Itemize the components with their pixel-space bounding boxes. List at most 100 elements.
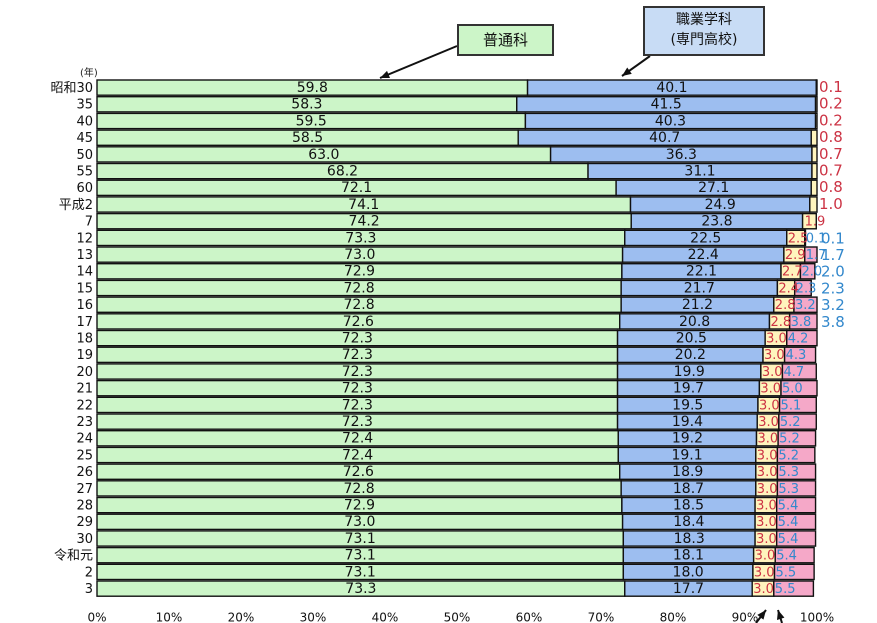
data-label-comprehensive: 4.3 [786, 348, 807, 363]
data-label-general: 72.3 [342, 347, 373, 363]
data-label-comprehensive: 2.3 [796, 281, 817, 296]
data-label-other: 0.8 [819, 128, 843, 146]
category-label: 14 [76, 265, 93, 280]
data-label-vocational: 18.3 [674, 531, 705, 547]
category-label: 23 [76, 415, 93, 430]
data-label-other: 3.0 [764, 348, 785, 363]
bar-segment [793, 279, 812, 297]
data-label-other: 2.8 [770, 315, 791, 330]
x-tick-label: 70% [588, 611, 615, 623]
data-label-other: 3.0 [760, 382, 781, 397]
category-label: 昭和30 [50, 81, 93, 96]
bar-segment [776, 463, 817, 481]
bar-segment [793, 296, 818, 314]
data-label-vocational: 20.2 [675, 347, 706, 363]
data-label-general: 72.4 [342, 447, 373, 463]
bar-segment [810, 179, 818, 197]
data-label-vocational: 22.1 [686, 264, 717, 280]
data-label-other: 2.7 [782, 265, 803, 280]
data-label-other: 0.7 [819, 162, 843, 180]
data-label-comprehensive: 5.4 [776, 549, 797, 564]
category-label: 20 [76, 365, 93, 380]
category-label: 2 [85, 565, 93, 580]
bar-segment [783, 346, 817, 364]
data-label-general: 72.6 [343, 464, 374, 480]
bar-segment [811, 146, 818, 163]
callout-general-label: 普通科 [482, 31, 528, 49]
bar-segment [811, 162, 818, 180]
callout-vocational-line1: 職業学科 [676, 12, 732, 28]
category-label: 19 [76, 348, 93, 363]
data-label-other: 0.8 [819, 178, 843, 196]
data-label-general: 72.4 [342, 431, 373, 447]
data-label-other: 3.0 [756, 532, 777, 547]
data-label-vocational: 19.9 [674, 364, 705, 380]
data-label-comprehensive: 5.2 [779, 432, 800, 447]
data-label-general: 72.6 [343, 314, 374, 330]
bar-segment [777, 430, 817, 447]
bar-segment [775, 513, 817, 531]
data-label-other: 3.0 [766, 332, 787, 347]
x-tick-label: 10% [156, 611, 183, 623]
data-label-other: 3.0 [758, 432, 779, 447]
bar-segment [788, 313, 818, 330]
bar-segment [773, 563, 815, 581]
data-label-other: 3.0 [756, 499, 777, 514]
category-label: 27 [76, 482, 93, 497]
bar-segment [780, 379, 818, 397]
data-label-comprehensive: 3.2 [795, 298, 816, 313]
data-label-comprehensive-outside: 2.3 [821, 279, 845, 297]
data-label-comprehensive-outside: 3.2 [821, 296, 845, 314]
data-label-other: 3.0 [757, 448, 778, 463]
x-tick-label: 80% [660, 611, 687, 623]
bar-segment [804, 229, 807, 247]
data-label-general: 73.0 [344, 514, 375, 530]
data-label-vocational: 18.7 [673, 481, 704, 497]
data-label-vocational: 19.5 [672, 397, 703, 413]
bottom-arrow-right-head [776, 610, 785, 620]
data-label-general: 72.3 [342, 414, 373, 430]
data-label-vocational: 18.5 [673, 498, 704, 514]
category-label: 26 [76, 465, 93, 480]
bar-segment [809, 196, 818, 213]
category-label: 40 [76, 114, 93, 129]
bar-segment [781, 363, 817, 380]
bar-segment [778, 396, 817, 414]
data-label-other: 3.0 [756, 515, 777, 530]
data-label-vocational: 27.1 [698, 180, 729, 196]
category-label: 令和元 [54, 549, 93, 564]
data-label-vocational: 19.7 [673, 381, 704, 397]
bar-segment [786, 329, 818, 347]
data-label-general: 72.1 [341, 180, 372, 196]
category-label: 22 [76, 398, 93, 413]
data-label-vocational: 22.4 [688, 247, 719, 263]
data-label-general: 73.1 [345, 548, 376, 564]
year-unit-label: (年) [80, 66, 98, 79]
bar-segment [776, 446, 816, 464]
x-tick-label: 90% [732, 611, 759, 623]
data-label-general: 72.9 [344, 264, 375, 280]
callout-arrow-vocational-head [622, 67, 632, 76]
data-label-comprehensive: 5.4 [778, 515, 799, 530]
data-label-general: 58.3 [291, 97, 322, 113]
data-label-other: 3.0 [753, 582, 774, 597]
bottom-arrow-left-head [757, 610, 766, 620]
bar-segment [801, 212, 817, 230]
category-label: 55 [76, 165, 93, 180]
data-label-comprehensive: 5.2 [778, 448, 799, 463]
data-label-general: 59.5 [296, 113, 327, 129]
data-label-general: 73.3 [345, 581, 376, 597]
data-label-comprehensive: 5.2 [780, 415, 801, 430]
data-label-vocational: 23.8 [701, 214, 732, 230]
data-label-comprehensive: 0.1 [806, 231, 827, 246]
data-label-vocational: 20.5 [676, 331, 707, 347]
x-tick-label: 0% [87, 611, 106, 623]
data-label-general: 73.3 [345, 230, 376, 246]
data-label-general: 73.1 [345, 531, 376, 547]
category-label: 29 [76, 515, 93, 530]
callout-vocational-line2: (専門高校) [670, 32, 738, 48]
data-label-general: 73.0 [344, 247, 375, 263]
category-label: 16 [76, 298, 93, 313]
data-label-other: 3.0 [762, 365, 783, 380]
